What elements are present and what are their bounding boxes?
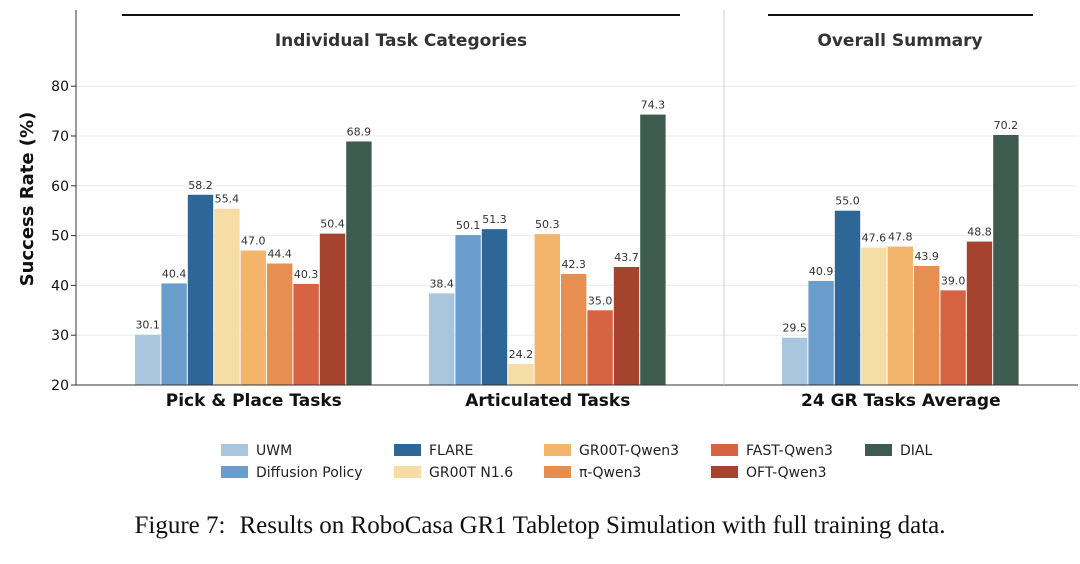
bar xyxy=(861,247,887,385)
bar-value-label: 47.0 xyxy=(241,235,266,248)
bar xyxy=(135,334,161,385)
bar-value-label: 55.4 xyxy=(215,193,240,206)
x-tick-label: 24 GR Tasks Average xyxy=(801,391,1001,411)
bar xyxy=(834,210,861,385)
bar-value-label: 30.1 xyxy=(135,319,160,332)
bar-value-label: 55.0 xyxy=(835,195,860,208)
legend-swatch xyxy=(221,444,248,456)
bar-value-label: 44.4 xyxy=(267,247,292,260)
bar xyxy=(808,280,834,385)
bar-value-label: 58.2 xyxy=(188,179,213,192)
y-tick-label: 30 xyxy=(51,328,69,344)
bar xyxy=(481,229,508,385)
bar xyxy=(914,265,940,385)
bar-value-label: 24.2 xyxy=(509,348,534,361)
bar-value-label: 40.4 xyxy=(162,267,187,280)
bar xyxy=(534,234,560,385)
bar xyxy=(346,141,372,385)
figure-caption: Figure 7: Results on RoboCasa GR1 Tableto… xyxy=(0,512,1080,540)
legend-label: GR00T N1.6 xyxy=(429,465,513,481)
axes: Individual Task Categories Overall Summa… xyxy=(17,10,1078,386)
bar xyxy=(782,337,808,385)
y-axis-label: Success Rate (%) xyxy=(17,112,38,287)
bar xyxy=(940,290,966,385)
bar xyxy=(240,250,266,385)
legend-label: Diffusion Policy xyxy=(256,465,363,481)
legend-label: GR00T-Qwen3 xyxy=(579,443,679,459)
bar xyxy=(161,283,187,385)
legend-swatch xyxy=(221,466,248,478)
bar xyxy=(993,135,1019,385)
bar xyxy=(613,266,640,385)
bar-value-label: 35.0 xyxy=(588,294,613,307)
bar xyxy=(267,263,293,385)
bar-value-label: 50.1 xyxy=(456,219,481,232)
section-title-overall: Overall Summary xyxy=(817,31,982,51)
y-tick-label: 70 xyxy=(51,129,69,145)
bar xyxy=(293,283,319,385)
bar xyxy=(966,241,993,385)
y-tick-label: 50 xyxy=(51,229,69,245)
y-tick-label: 40 xyxy=(51,278,69,294)
legend-swatch xyxy=(711,466,738,478)
data-labels: 30.1 40.4 58.255.4 47.044.440.3 50.4 68.9 38.4… xyxy=(135,99,1018,361)
bar-value-label: 43.9 xyxy=(914,250,939,263)
bar-value-label: 51.3 xyxy=(482,213,507,226)
x-tick-labels: Pick & Place Tasks Articulated Tasks 24 GR… xyxy=(166,391,1001,411)
bar-value-label: 40.9 xyxy=(809,265,834,278)
bar-value-label: 38.4 xyxy=(429,277,454,290)
legend-swatch xyxy=(394,466,421,478)
x-tick-label: Pick & Place Tasks xyxy=(166,391,342,411)
bar xyxy=(640,114,666,385)
legend-label: UWM xyxy=(256,443,292,459)
bar-value-label: 47.6 xyxy=(862,232,887,245)
bar-value-label: 43.7 xyxy=(614,251,639,264)
legend: UWM Diffusion Policy FLARE GR00T N1.6 GR00T-… xyxy=(221,443,932,481)
legend-swatch xyxy=(544,444,571,456)
bar-value-label: 50.4 xyxy=(320,218,345,231)
y-ticks: 20 30 40 50 60 70 80 xyxy=(51,79,76,394)
bar xyxy=(561,273,587,385)
bar-value-label: 39.0 xyxy=(941,274,966,287)
bar-value-label: 48.8 xyxy=(967,226,992,239)
bar xyxy=(508,364,534,385)
bar-value-label: 74.3 xyxy=(641,99,666,112)
bar xyxy=(429,293,455,385)
caption-label: Figure 7: xyxy=(134,512,226,539)
legend-swatch xyxy=(865,444,892,456)
bar-value-label: 68.9 xyxy=(347,125,372,138)
legend-label: DIAL xyxy=(900,443,932,459)
caption-text: Results on RoboCasa GR1 Tabletop Simulat… xyxy=(239,512,946,539)
legend-swatch xyxy=(711,444,738,456)
y-tick-label: 80 xyxy=(51,79,69,95)
bar-value-label: 50.3 xyxy=(535,218,560,231)
section-title-individual: Individual Task Categories xyxy=(275,31,527,51)
legend-label: π-Qwen3 xyxy=(579,465,641,481)
bar-value-label: 40.3 xyxy=(294,268,319,281)
bar xyxy=(587,310,613,385)
legend-label: FLARE xyxy=(429,443,473,459)
bar xyxy=(887,246,913,385)
bar-value-label: 47.8 xyxy=(888,231,913,244)
x-tick-label: Articulated Tasks xyxy=(465,391,630,411)
bars xyxy=(135,114,1019,385)
legend-label: FAST-Qwen3 xyxy=(746,443,833,459)
bar-value-label: 42.3 xyxy=(561,258,586,271)
bar xyxy=(319,233,346,385)
legend-swatch xyxy=(394,444,421,456)
y-tick-label: 20 xyxy=(51,378,69,394)
y-tick-label: 60 xyxy=(51,179,69,195)
legend-label: OFT-Qwen3 xyxy=(746,465,827,481)
bar xyxy=(187,194,214,385)
bar-value-label: 29.5 xyxy=(782,322,807,335)
bar xyxy=(455,235,481,385)
bar xyxy=(214,208,240,385)
legend-swatch xyxy=(544,466,571,478)
bar-value-label: 70.2 xyxy=(994,119,1019,132)
